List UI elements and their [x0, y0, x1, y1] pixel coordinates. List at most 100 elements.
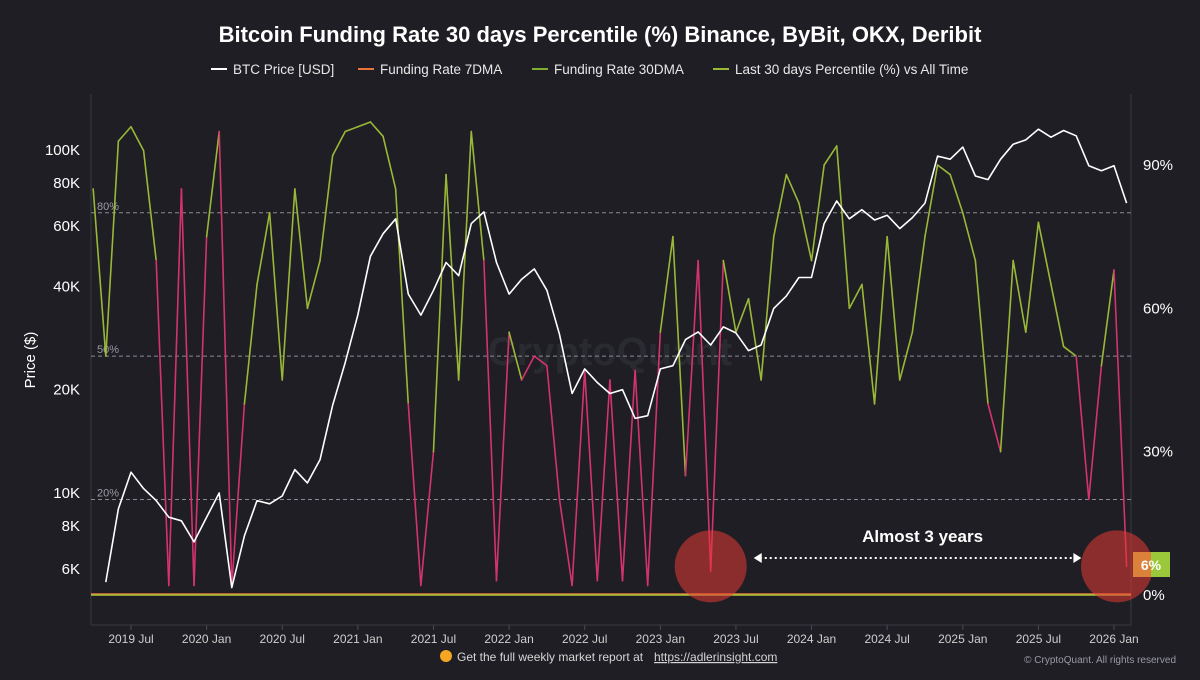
percentile-segment	[180, 188, 195, 587]
y-tick-right: 0%	[1143, 587, 1165, 604]
percentile-segment	[735, 297, 750, 334]
percentile-segment	[256, 211, 271, 286]
percentile-segment	[798, 202, 813, 262]
highlight-circle-2023	[674, 530, 747, 603]
percentile-segment	[609, 379, 624, 582]
y-tick-right: 60%	[1143, 300, 1173, 317]
percentile-segment	[1075, 355, 1090, 501]
percentile-segment	[999, 259, 1014, 453]
percentile-segment	[760, 235, 775, 381]
percentile-segment	[886, 235, 901, 381]
y-tick-left: 8K	[62, 518, 80, 535]
left-axis-ticks: 100K 80K 60K 40K 20K 10K 8K 6K	[45, 142, 80, 578]
footer-icon	[440, 650, 452, 662]
percentile-segment	[823, 145, 838, 166]
percentile-segment	[722, 259, 737, 334]
percentile-segment	[193, 235, 208, 587]
x-tick-label: 2022 Jan	[484, 632, 533, 646]
y-tick-left: 6K	[62, 561, 80, 578]
percentile-segment	[924, 164, 939, 238]
percentile-segment	[420, 450, 435, 587]
x-tick-label: 2021 Jan	[333, 632, 382, 646]
annotation-text: Almost 3 years	[862, 527, 983, 546]
y-tick-left: 40K	[53, 278, 80, 295]
footer-text: Get the full weekly market report at	[457, 650, 644, 664]
annotation-arrow: Almost 3 years	[753, 527, 1082, 563]
percentile-segment	[92, 188, 107, 357]
x-tick-label: 2024 Jul	[864, 632, 909, 646]
annotation-arrow-left-head	[753, 553, 762, 563]
footer-link[interactable]: https://adlerinsight.com	[654, 650, 777, 664]
percentile-segment	[407, 403, 422, 587]
percentile-segment	[243, 283, 258, 405]
percentile-segment	[961, 211, 977, 262]
series-percentile	[92, 121, 1128, 587]
percentile-segment	[558, 498, 573, 587]
percentile-segment	[672, 235, 687, 477]
percentile-segment	[205, 130, 221, 238]
percentile-segment	[319, 154, 334, 262]
percentile-segment	[621, 369, 636, 582]
percentile-segment	[432, 173, 447, 453]
percentile-segment	[848, 283, 863, 310]
percentile-segment	[142, 149, 158, 262]
percentile-segment	[155, 259, 170, 587]
percentile-segment	[898, 331, 914, 381]
percentile-segment	[331, 130, 347, 157]
y-tick-left: 60K	[53, 218, 80, 235]
percentile-segment	[772, 173, 788, 238]
y-tick-right: 90%	[1143, 157, 1173, 174]
percentile-segment	[520, 355, 536, 381]
percentile-segment	[571, 369, 586, 587]
y-tick-left: 100K	[45, 142, 80, 159]
percentile-segment	[382, 135, 397, 190]
x-tick-label: 2023 Jan	[636, 632, 685, 646]
ref-label-80: 80%	[97, 201, 119, 213]
percentile-segment	[344, 125, 359, 133]
x-axis-ticks: 2019 Jul 2020 Jan 2020 Jul 2021 Jan 2021 Jul…	[108, 625, 1139, 646]
percentile-segment	[218, 130, 233, 587]
percentile-segment	[684, 259, 699, 477]
annotation-arrow-right-head	[1073, 553, 1082, 563]
x-tick-label: 2023 Jul	[713, 632, 758, 646]
percentile-segment	[987, 403, 1002, 453]
percentile-segment	[495, 331, 510, 582]
percentile-segment	[369, 121, 384, 138]
legend-30dma[interactable]: Funding Rate 30DMA	[554, 62, 684, 77]
percentile-segment	[1062, 345, 1077, 357]
y-tick-left: 80K	[53, 175, 80, 192]
percentile-segment	[104, 140, 120, 357]
y-tick-right: 30%	[1143, 444, 1173, 461]
percentile-segment	[785, 173, 800, 205]
percentile-segment	[357, 121, 372, 128]
legend: BTC Price [USD] Funding Rate 7DMA Fundin…	[211, 62, 968, 77]
percentile-segment	[659, 235, 674, 334]
percentile-segment	[911, 235, 926, 334]
x-tick-label: 2021 Jul	[411, 632, 456, 646]
highlight-circle-2026	[1081, 530, 1153, 603]
legend-percentile[interactable]: Last 30 days Percentile (%) vs All Time	[735, 62, 968, 77]
y-tick-left: 20K	[53, 382, 80, 399]
percentile-segment	[130, 125, 145, 152]
percentile-segment	[1037, 221, 1052, 286]
percentile-segment	[294, 188, 309, 310]
percentile-segment	[1050, 283, 1065, 348]
percentile-segment	[861, 283, 876, 405]
percentile-segment	[1087, 364, 1103, 501]
percentile-segment	[974, 259, 989, 405]
percentile-segment	[546, 364, 561, 501]
percentile-segment	[117, 125, 132, 142]
legend-7dma[interactable]: Funding Rate 7DMA	[380, 62, 502, 77]
x-tick-label: 2024 Jan	[787, 632, 836, 646]
x-tick-label: 2020 Jul	[260, 632, 305, 646]
x-tick-label: 2026 Jan	[1089, 632, 1138, 646]
percentile-segment	[634, 369, 649, 587]
percentile-segment	[1113, 269, 1128, 568]
percentile-segment	[445, 173, 460, 381]
series-btc-price	[105, 128, 1128, 589]
percentile-segment	[168, 188, 183, 587]
legend-btc[interactable]: BTC Price [USD]	[233, 62, 334, 77]
badge-bg-left	[1133, 552, 1151, 577]
y-axis-label: Price ($)	[22, 332, 39, 389]
